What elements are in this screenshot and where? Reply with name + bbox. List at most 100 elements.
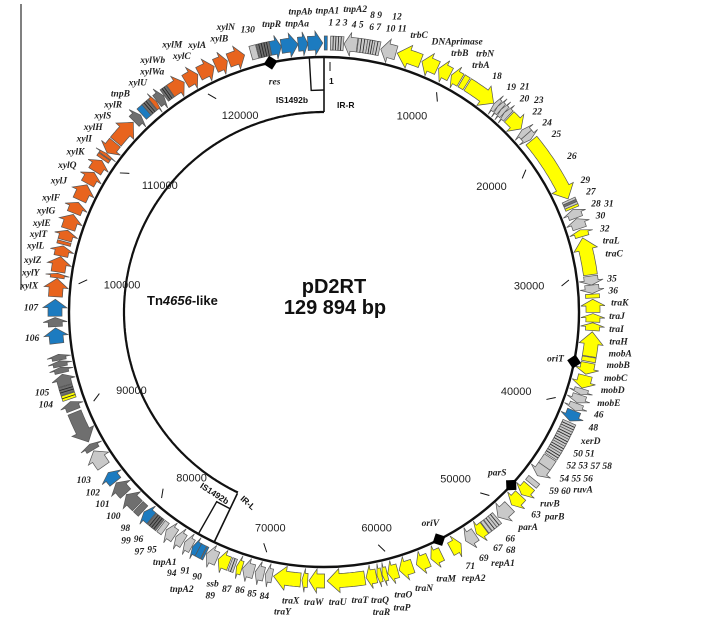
ir-r-label: IR-R: [337, 100, 354, 110]
gene-stripe: [61, 394, 76, 400]
is-label-left: IS1492b: [198, 481, 230, 507]
gene-label: parB: [544, 513, 565, 523]
gene-label: xylE: [32, 219, 51, 229]
gene-label: trbA: [472, 61, 489, 71]
gene-48: [564, 400, 588, 412]
tn-region-arc: [122, 110, 324, 494]
gene-stripe: [553, 437, 567, 445]
gene-label: xylM: [161, 40, 183, 50]
gene-label: traU: [329, 598, 348, 608]
gene-label: 100: [106, 512, 121, 522]
gene-stripe: [59, 386, 73, 391]
gene-12: [380, 38, 399, 64]
gene-99: [139, 505, 157, 525]
coordinate-ticks: 10000 20000 30000 40000 50000 60000 70000 80000…: [78, 92, 570, 553]
gene-label: 54 55 56: [560, 474, 594, 484]
gene-label: tnpR: [262, 20, 281, 30]
gene-label: xylH: [83, 123, 104, 133]
gene-label: traI: [609, 325, 624, 335]
gene-21: [494, 101, 511, 121]
gene-label: 52 53: [567, 462, 589, 472]
gene-label: trbC: [410, 31, 428, 41]
gene-stripe: [551, 441, 564, 450]
gene-label: 23: [533, 96, 544, 106]
ir-line: [213, 493, 239, 543]
gene-label: 25: [551, 130, 562, 140]
site-marker-res: [263, 55, 278, 70]
gene-label: mobD: [601, 386, 625, 396]
gene-label: trbB: [451, 49, 468, 59]
site-marker-oriT: [567, 354, 582, 369]
gene-unlabeled: [43, 317, 68, 328]
tick-mark: [480, 492, 490, 496]
gene-stripe: [546, 450, 559, 459]
gene-label: 26: [566, 152, 577, 162]
gene-label: 69: [479, 554, 489, 564]
gene-31: [563, 209, 586, 221]
is-box: [308, 57, 325, 92]
gene-label: traM: [436, 575, 456, 585]
gene-19: [487, 95, 504, 115]
gene-label: 18: [492, 72, 502, 82]
gene-stripe: [260, 43, 265, 57]
gene-35: [579, 274, 604, 286]
site-label: oriV: [422, 519, 440, 529]
gene-xylK: [87, 158, 109, 176]
gene-unlabeled: [67, 409, 95, 443]
gene-32: [566, 218, 590, 232]
gene-69: [480, 519, 493, 534]
gene-xylI: [96, 152, 111, 164]
gene-stripe: [161, 88, 171, 101]
gene-label: tnpAb: [289, 7, 313, 17]
gene-106: [42, 327, 70, 345]
gene-label: xylI: [76, 135, 93, 145]
gene-label: 89: [205, 591, 215, 601]
gene-xylM: [181, 66, 199, 90]
gene-label: repA1: [491, 559, 515, 569]
gene-stripe: [151, 516, 161, 528]
gene-label: 48: [588, 424, 599, 434]
gene-label: 63: [531, 511, 541, 521]
gene-traQ: [381, 562, 390, 586]
gene-xylR: [109, 121, 135, 147]
gene-traJ: [580, 298, 606, 313]
gene-label: 1 2 3: [329, 19, 348, 29]
gene-86: [242, 558, 257, 582]
gene-label: 35: [606, 275, 617, 285]
gene-96: [163, 522, 180, 543]
gene-xylS: [101, 137, 121, 156]
gene-label: 91: [180, 567, 190, 577]
gene-stripe: [490, 514, 500, 526]
gene-unlabeled: [48, 360, 72, 369]
tick-mark: [93, 393, 100, 402]
gene-46: [566, 392, 591, 404]
gene-label: traL: [603, 237, 620, 247]
gene-label: traK: [611, 299, 629, 309]
site-label: oriT: [547, 354, 565, 364]
gene-stripe: [367, 39, 371, 54]
gene-parB: [516, 480, 536, 499]
gene-label: 95: [147, 546, 157, 556]
gene-4-5: [343, 32, 359, 57]
gene-stripe: [374, 41, 379, 56]
tick-label: 60000: [361, 523, 392, 535]
gene-label: 57 58: [591, 462, 613, 472]
gene-label: xylL: [26, 241, 45, 251]
gene-tnpA1: [307, 29, 324, 57]
gene-traH: [580, 322, 605, 332]
gene-label: 87: [222, 585, 233, 595]
gene-xylE: [54, 229, 78, 243]
gene-label: parA: [517, 523, 538, 533]
gene-label: trbN: [476, 49, 495, 59]
tick-label: 100000: [104, 279, 141, 291]
gene-label: ssb: [206, 579, 219, 589]
gene-36: [580, 284, 605, 294]
gene-label: xylK: [66, 148, 86, 158]
gene-stripe: [550, 443, 563, 452]
gene-label: 96: [134, 535, 144, 545]
gene-97: [156, 520, 170, 536]
gene-label: ruvB: [540, 500, 560, 510]
gene-label: traQ: [371, 596, 389, 606]
gene-label: 102: [86, 489, 101, 499]
gene-label: 12: [392, 12, 402, 22]
